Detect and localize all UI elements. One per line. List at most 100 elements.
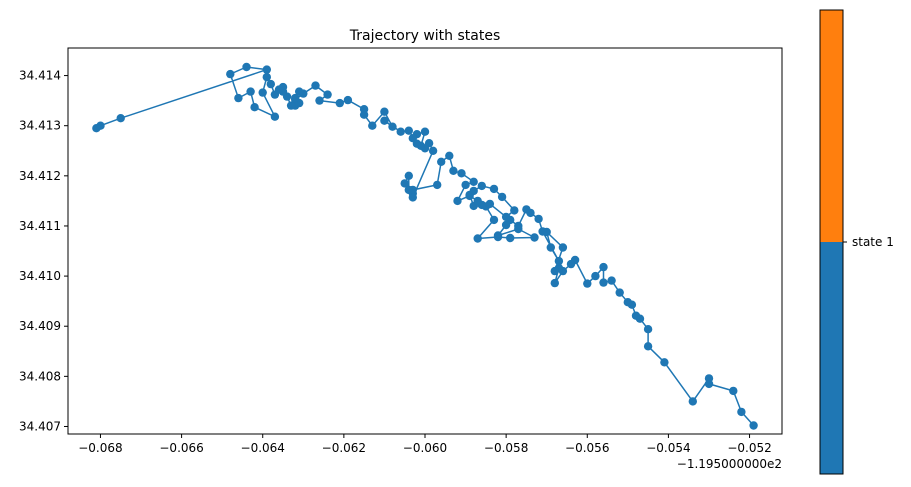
- trajectory-point-54: [473, 196, 482, 206]
- trajectory-point-106: [270, 112, 280, 121]
- trajectory-point-49: [497, 192, 507, 202]
- trajectory-point-20: [566, 259, 576, 269]
- trajectory-point-70: [428, 146, 438, 155]
- trajectory-point-107: [250, 103, 259, 112]
- trajectory-point-87: [335, 98, 344, 108]
- trajectory-point-40: [493, 232, 503, 242]
- trajectory-point-113: [116, 114, 125, 123]
- trajectory-point-22: [550, 278, 559, 288]
- trajectory-point-58: [469, 177, 478, 186]
- x-tick-label-8: −0.052: [727, 441, 771, 455]
- trajectory-point-30: [534, 214, 543, 224]
- trajectory-point-8: [643, 325, 653, 334]
- trajectory-point-80: [380, 116, 389, 125]
- plot-area: −0.068 −0.066 −0.064 −0.062 −0.060 −0.058 −0.0…: [19, 47, 783, 471]
- trajectory-point-35: [501, 220, 511, 230]
- trajectory-point-96: [291, 93, 300, 103]
- trajectory-point-32: [522, 205, 531, 214]
- trajectory-point-95: [295, 87, 304, 96]
- trajectory-point-66: [404, 171, 413, 180]
- trajectory-point-102: [270, 90, 280, 99]
- trajectory-point-105: [258, 88, 267, 97]
- trajectory-point-5: [688, 397, 697, 406]
- y-tick-label-1: 34.408: [19, 369, 61, 383]
- trajectory-point-74: [420, 127, 430, 136]
- y-tick-label-7: 34.414: [19, 69, 61, 83]
- trajectory-point-2: [729, 386, 738, 396]
- x-tick-label-6: −0.056: [565, 441, 609, 455]
- trajectory-point-17: [591, 271, 600, 281]
- trajectory-point-78: [404, 126, 413, 135]
- trajectory-point-38: [530, 233, 539, 242]
- trajectory-point-81: [388, 122, 397, 131]
- trajectory-point-111: [242, 62, 251, 72]
- trajectory-point-61: [445, 151, 454, 160]
- trajectory-point-63: [433, 180, 442, 190]
- trajectory-point-41: [473, 234, 482, 243]
- trajectory-point-103: [266, 79, 275, 89]
- trajectory-point-6: [660, 358, 669, 367]
- trajectory-point-85: [359, 105, 369, 114]
- trajectory-points: [92, 62, 758, 430]
- trajectory-point-24: [550, 266, 559, 276]
- trajectory-point-104: [262, 72, 271, 82]
- y-axis: 34.407 34.408 34.409 34.410 34.411 34.412 34.4…: [19, 69, 68, 433]
- y-tick-label-6: 34.413: [19, 119, 61, 133]
- trajectory-point-86: [343, 95, 353, 105]
- trajectory-point-1: [737, 407, 746, 417]
- y-tick-label-3: 34.410: [19, 269, 61, 283]
- trajectory-point-55: [465, 191, 474, 201]
- trajectory-point-27: [546, 243, 555, 252]
- trajectory-point-77: [412, 139, 422, 148]
- trajectory-point-51: [501, 212, 511, 222]
- trajectory-point-25: [558, 243, 568, 252]
- x-tick-label-3: −0.062: [322, 441, 366, 455]
- trajectory-point-83: [368, 121, 377, 130]
- trajectory-point-37: [514, 224, 523, 234]
- trajectory-point-50: [510, 206, 519, 215]
- y-tick-label-5: 34.412: [19, 169, 61, 183]
- trajectory-point-62: [437, 157, 446, 166]
- trajectory-point-29: [538, 227, 547, 236]
- colorbar-segment-1: [820, 10, 843, 242]
- trajectory-point-59: [457, 169, 466, 178]
- x-tick-label-1: −0.066: [159, 441, 203, 455]
- trajectory-point-90: [311, 81, 320, 90]
- x-tick-label-2: −0.064: [241, 441, 285, 455]
- trajectory-point-7: [643, 342, 653, 351]
- trajectory-point-60: [449, 166, 458, 175]
- trajectory-point-110: [226, 69, 235, 79]
- x-tick-label-4: −0.060: [403, 441, 447, 455]
- x-axis-offset-label: −1.195000000e2: [677, 457, 782, 471]
- trajectory-point-47: [477, 181, 486, 191]
- trajectory-point-88: [315, 96, 324, 105]
- trajectory-point-28: [554, 256, 564, 266]
- y-tick-label-0: 34.407: [19, 419, 61, 433]
- chart-title: Trajectory with states: [349, 28, 501, 44]
- trajectory-point-52: [485, 199, 495, 209]
- trajectory-point-65: [400, 179, 409, 188]
- trajectory-point-109: [234, 93, 243, 103]
- x-tick-label-5: −0.058: [484, 441, 528, 455]
- trajectory-point-14: [607, 276, 616, 285]
- colorbar-segment-0: [820, 242, 843, 474]
- trajectory-point-89: [323, 90, 332, 99]
- trajectory-point-79: [396, 127, 405, 136]
- trajectory-point-82: [380, 107, 389, 116]
- trajectory-point-13: [615, 288, 624, 297]
- trajectory-point-56: [453, 196, 462, 206]
- trajectory-point-97: [286, 101, 296, 110]
- trajectory-point-112: [262, 65, 271, 74]
- trajectory-point-0: [749, 421, 758, 430]
- trajectory-point-10: [631, 311, 641, 320]
- colorbar: state 1: [819, 9, 894, 475]
- trajectory-point-15: [599, 278, 608, 287]
- trajectory-point-39: [506, 233, 515, 243]
- trajectory-point-12: [623, 298, 632, 307]
- colorbar-tick-label-0: state 1: [852, 235, 894, 249]
- trajectory-point-42: [489, 215, 499, 225]
- trajectory-point-115: [92, 124, 101, 133]
- x-tick-label-7: −0.054: [646, 441, 690, 455]
- x-tick-label-0: −0.068: [78, 441, 122, 455]
